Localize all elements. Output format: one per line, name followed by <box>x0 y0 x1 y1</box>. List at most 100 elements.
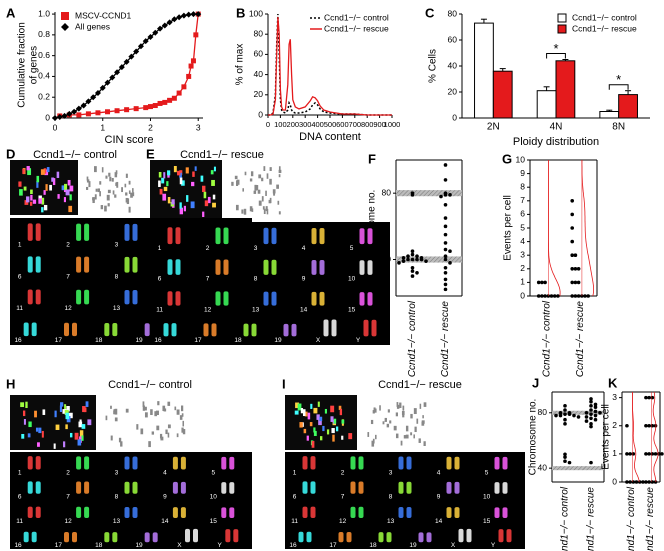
data-point <box>563 412 567 416</box>
chromosome-gray <box>136 424 139 430</box>
chromosome-spot <box>18 181 22 187</box>
chromosome-spot <box>65 424 68 430</box>
chromosome-gray <box>272 189 276 194</box>
chromosome <box>132 289 138 305</box>
panel-title: Ccnd1−/− control <box>33 149 117 161</box>
chromosome-spot <box>27 168 32 176</box>
chromosome-label: 15 <box>210 518 218 525</box>
data-point <box>593 409 598 414</box>
chromosome-spot <box>177 170 181 176</box>
chromosome-gray <box>167 401 171 406</box>
chromosome-label: Y <box>218 542 223 549</box>
chromosome-spot <box>319 436 323 441</box>
panel-title: Ccnd1−/− rescue <box>378 379 462 391</box>
data-point <box>647 395 651 400</box>
chromosome <box>406 481 412 494</box>
chromosome <box>271 227 277 245</box>
marker <box>105 109 111 115</box>
chromosome-spot <box>41 207 44 213</box>
chromosome-spot <box>77 439 82 446</box>
data-point <box>443 247 448 252</box>
chromosome <box>346 531 352 543</box>
chromosome-gray <box>262 206 265 210</box>
chromosome <box>193 528 198 543</box>
chromosome <box>132 223 138 241</box>
chromosome <box>398 456 404 470</box>
x-tick-label: 2 <box>148 122 153 132</box>
marker <box>56 113 63 120</box>
chromosome-gray <box>179 415 183 420</box>
chromosome-spot <box>338 405 342 410</box>
panel-letter: D <box>6 146 15 161</box>
chromosome-gray <box>105 415 108 421</box>
chromosome <box>494 456 500 470</box>
chromosome-spot <box>185 167 189 174</box>
data-point <box>543 280 547 285</box>
chromosome-spot <box>179 177 183 185</box>
marker <box>118 64 125 71</box>
chromosome-gray <box>405 434 409 439</box>
chromosome-spot <box>330 405 335 413</box>
chromosome-gray <box>410 413 413 419</box>
chromosome-gray <box>86 179 90 183</box>
chromosome-spot <box>333 418 337 424</box>
legend-label: Ccnd1−/− rescue <box>324 23 389 33</box>
chromosome-gray <box>156 425 160 431</box>
chromosome-spot <box>43 204 48 211</box>
data-point <box>576 267 581 271</box>
chromosome-label: 7 <box>206 276 210 283</box>
chromosome-spot <box>23 186 27 191</box>
data-point <box>567 460 572 465</box>
chromosome-gray <box>144 406 147 411</box>
chromosome <box>446 456 452 470</box>
chromosome <box>27 481 33 494</box>
chromosome-gray <box>405 425 409 432</box>
chromosome-gray <box>167 432 170 438</box>
chromosome-gray <box>242 188 244 192</box>
chromosome-label: 13 <box>252 306 260 313</box>
chromosome-label: 10 <box>348 276 356 283</box>
chromosome <box>358 506 364 518</box>
chromosome-label: 8 <box>254 276 258 283</box>
chromosome-spot <box>304 411 308 417</box>
chromosome-label: 5 <box>211 469 215 476</box>
chromosome <box>350 456 356 470</box>
chromosome-gray <box>265 206 268 212</box>
chromosome-gray <box>278 211 281 215</box>
chromosome-spot <box>204 200 209 207</box>
x-axis-label: CIN score <box>105 134 154 146</box>
data-point <box>628 480 632 484</box>
data-point <box>589 424 593 429</box>
y-tick-label: 0.8 <box>38 29 50 39</box>
x-tick-label: 100 <box>274 120 287 129</box>
chromosome-spot <box>26 196 30 203</box>
x-tick-label: 1 <box>100 122 105 132</box>
chromosome <box>271 259 277 275</box>
data-point <box>443 282 448 287</box>
legend-swatch <box>557 24 567 34</box>
marker <box>157 25 164 32</box>
y-tick-label: 80 <box>448 8 458 18</box>
chromosome-gray <box>111 177 114 182</box>
marker <box>133 106 139 112</box>
x-tick-label: 3 <box>196 122 201 132</box>
chromosome-gray <box>277 200 280 205</box>
marker <box>180 12 187 19</box>
chromosome-spot <box>295 402 300 409</box>
data-point <box>625 423 629 428</box>
chromosome-label: 10 <box>210 494 218 501</box>
marker <box>162 99 168 105</box>
chromosome-spot <box>313 427 316 433</box>
data-point <box>570 226 575 230</box>
chromosome-label: 8 <box>115 494 119 501</box>
chromosome-gray <box>395 412 398 417</box>
chromosome <box>221 456 227 470</box>
chromosome-gray <box>101 167 104 173</box>
chromosome <box>35 506 41 518</box>
y-tick-label: 40 <box>254 69 264 79</box>
reference-band <box>552 466 604 471</box>
chromosome-spot <box>163 172 166 179</box>
chromosome-spot <box>179 170 183 175</box>
chromosome-gray <box>268 199 272 204</box>
chromosome-label: Y <box>356 337 361 344</box>
